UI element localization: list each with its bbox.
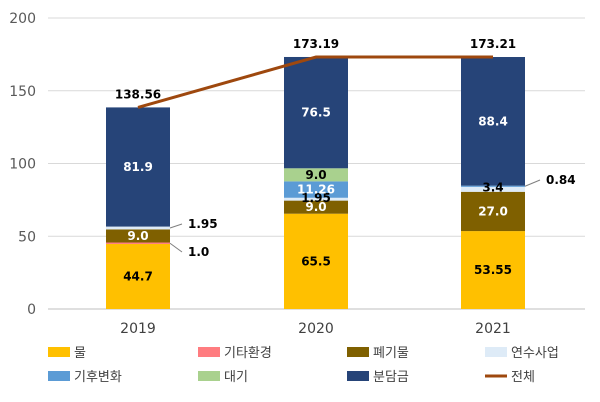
x-axis: 2019 2020 2021: [120, 321, 511, 337]
segment-label: 1.0: [188, 245, 209, 259]
bar-segment-2019-2: [106, 229, 170, 243]
data-labels: 138.56 173.19 173.21 44.7 9.0 81.9 1.0 1.95 65.5…: [115, 37, 576, 284]
segment-label: 3.4: [482, 180, 503, 194]
segment-label: 1.95: [188, 217, 218, 231]
segment-label: 27.0: [478, 204, 508, 218]
y-tick-label: 150: [9, 84, 36, 100]
segment-label: 0.84: [546, 173, 576, 187]
bar-segment-2020-2: [284, 200, 348, 214]
segment-label: 65.5: [301, 254, 331, 268]
legend-swatch: [485, 347, 507, 357]
segment-label: 76.5: [301, 106, 331, 120]
y-tick-label: 100: [9, 157, 36, 173]
y-tick-label: 200: [9, 11, 36, 27]
bar-segment-2021-3: [461, 186, 525, 192]
segment-label: 9.0: [305, 200, 326, 214]
bar-segment-2020-3: [284, 197, 348, 201]
y-tick-label: 0: [27, 302, 36, 318]
legend-label: 폐기물: [373, 346, 409, 361]
total-label: 138.56: [115, 87, 161, 101]
segment-label: 88.4: [478, 114, 508, 128]
legend-label: 전체: [511, 370, 535, 385]
legend-label: 물: [74, 346, 86, 361]
segment-label: 44.7: [123, 269, 153, 283]
y-axis: 0 50 100 150 200: [9, 11, 36, 318]
x-tick-label: 2019: [120, 321, 156, 337]
bars: [106, 56, 525, 309]
legend-label: 연수사업: [511, 346, 559, 361]
bar-segment-2019-3: [106, 226, 170, 230]
bar-segment-2021-2: [461, 191, 525, 232]
bar-segment-2019-1: [106, 242, 170, 244]
x-tick-label: 2020: [298, 321, 334, 337]
leader-line: [169, 223, 183, 229]
leader-line: [169, 242, 183, 253]
legend-swatch: [347, 347, 369, 357]
leader-line: [524, 179, 541, 187]
legend-label: 분담금: [373, 370, 409, 385]
bar-segment-2019-6: [106, 107, 170, 227]
y-tick-label: 50: [18, 229, 36, 245]
segment-label: 81.9: [123, 160, 153, 174]
total-label: 173.21: [470, 37, 516, 51]
total-line: [137, 55, 494, 109]
x-tick-label: 2021: [475, 321, 511, 337]
legend-swatch: [198, 347, 220, 357]
legend-swatch: [198, 371, 220, 381]
bar-segment-2020-4: [284, 181, 348, 198]
legend-label: 기타환경: [224, 346, 272, 361]
segment-label: 9.0: [305, 168, 326, 182]
legend-swatch: [48, 371, 70, 381]
bar-segment-2020-0: [284, 213, 348, 309]
bar-segment-2021-6: [461, 57, 525, 186]
legend-swatch: [48, 347, 70, 357]
segment-label: 11.26: [297, 183, 335, 197]
bar-segment-2020-5: [284, 168, 348, 182]
total-label: 173.19: [293, 37, 339, 51]
bar-segment-2019-0: [106, 243, 170, 309]
bar-segment-2020-6: [284, 56, 348, 169]
legend-swatch: [347, 371, 369, 381]
segment-label: 9.0: [127, 229, 148, 243]
total-line-layer: [137, 55, 494, 109]
segment-label: 1.95: [301, 191, 331, 205]
segment-label: 53.55: [474, 263, 512, 277]
legend-label: 대기: [224, 370, 248, 385]
bar-segment-2021-4: [461, 185, 525, 187]
bar-segment-2021-0: [461, 231, 525, 309]
legend-label: 기후변화: [74, 370, 122, 385]
